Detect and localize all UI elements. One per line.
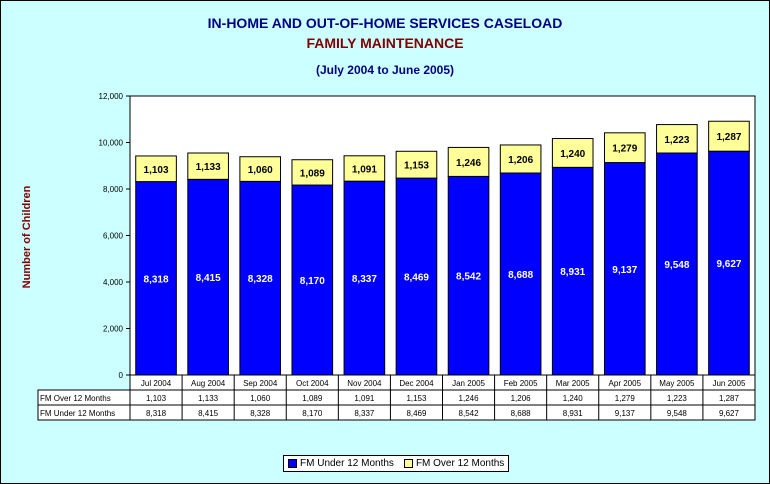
table-cell: 1,103 [146,394,167,403]
data-label-over: 1,089 [300,168,325,179]
bar-under-12-months [551,166,594,376]
table-cell: 8,415 [198,409,219,418]
data-label-over: 1,153 [404,161,429,172]
bar-over-12-months [135,155,177,183]
table-cell: 8,328 [250,409,271,418]
table-cell: 1,240 [563,394,584,403]
x-tick-label: Nov 2004 [347,379,382,388]
table-cell: 1,091 [354,394,375,403]
legend-label-over: FM Over 12 Months [415,458,505,469]
x-tick-label: Mar 2005 [556,379,590,388]
data-label-under: 8,328 [248,274,273,285]
x-tick-label: Jul 2004 [141,379,172,388]
data-label-under: 9,627 [716,259,741,270]
chart-subtitle: FAMILY MAINTENANCE [306,35,464,51]
x-tick-label: May 2005 [659,379,695,388]
chart-title: IN-HOME AND OUT-OF-HOME SERVICES CASELOA… [207,15,563,31]
y-tick-label: 0 [119,371,124,380]
data-label-under: 8,469 [404,273,429,284]
data-label-over: 1,287 [716,132,741,143]
bar-over-12-months [291,159,334,186]
data-label-under: 8,318 [144,274,169,285]
bar-under-12-months [499,172,542,376]
table-cell: 1,246 [459,394,480,403]
bar-under-12-months [708,150,750,376]
table-cell: 9,627 [719,409,740,418]
data-label-under: 8,542 [456,272,481,283]
y-tick-label: 12,000 [99,92,124,101]
data-label-under: 9,137 [612,265,637,276]
x-tick-label: Aug 2004 [191,379,226,388]
bar-over-12-months [187,152,229,180]
x-tick-label: Jun 2005 [712,379,745,388]
table-cell: 8,170 [302,409,323,418]
x-tick-label: Dec 2004 [399,379,434,388]
bar-over-12-months [656,124,698,154]
table-cell: 1,223 [667,394,688,403]
data-label-under: 8,337 [352,274,377,285]
bar-over-12-months [708,120,750,152]
table-row-label: FM Under 12 Months [40,409,115,418]
table-cell: 8,469 [406,409,427,418]
data-label-under: 8,931 [560,267,585,278]
x-tick-label: Jan 2005 [452,379,485,388]
data-label-over: 1,279 [612,144,637,155]
legend-swatch-over [403,459,413,468]
table-cell: 8,318 [146,409,167,418]
y-tick-label: 2,000 [103,325,124,334]
table-cell: 1,089 [302,394,323,403]
table-cell: 9,548 [667,409,688,418]
data-label-over: 1,206 [508,155,533,166]
data-label-over: 1,246 [456,158,481,169]
bar-over-12-months [343,155,386,182]
bar-over-12-months [603,132,646,164]
x-tick-label: Sep 2004 [243,379,278,388]
data-label-over: 1,103 [144,165,169,176]
table-cell: 8,688 [511,409,532,418]
bar-over-12-months [447,146,490,177]
table-cell: 1,133 [198,394,219,403]
bar-under-12-months [239,180,282,376]
table-cell: 1,153 [406,394,427,403]
x-tick-label: Feb 2005 [504,379,538,388]
table-cell: 8,337 [354,409,375,418]
x-tick-label: Apr 2005 [609,379,642,388]
data-label-under: 8,415 [196,273,221,284]
x-tick-label: Oct 2004 [296,379,329,388]
legend-item-over: FM Over 12 Months [403,458,505,469]
legend-label-under: FM Under 12 Months [300,458,394,469]
table-cell: 1,206 [511,394,532,403]
bar-under-12-months [656,152,698,376]
table-cell: 8,931 [563,409,584,418]
legend-swatch-under [288,459,297,468]
data-label-under: 9,548 [664,260,689,271]
table-cell: 9,137 [615,409,636,418]
table-row-label: FM Over 12 Months [40,394,111,403]
legend-item-under: FM Under 12 Months [288,458,394,469]
data-label-over: 1,060 [248,165,273,176]
table-cell: 1,060 [250,394,271,403]
table-cell: 1,279 [615,394,636,403]
bar-over-12-months [551,138,594,168]
table-cell: 8,542 [459,409,480,418]
y-tick-label: 10,000 [99,139,124,148]
legend: FM Under 12 Months FM Over 12 Months [283,455,510,472]
data-label-under: 8,688 [508,270,533,281]
table-cell: 1,287 [719,394,740,403]
data-label-over: 1,240 [560,149,585,160]
bar-over-12-months [395,150,438,179]
y-tick-label: 6,000 [103,232,124,241]
bar-over-12-months [239,156,282,182]
data-label-under: 8,170 [300,276,325,287]
bar-over-12-months [499,144,542,174]
data-label-over: 1,223 [664,135,689,146]
data-label-over: 1,133 [196,162,221,173]
bar-under-12-months [343,180,386,376]
chart-period: (July 2004 to June 2005) [315,63,455,77]
y-tick-label: 4,000 [103,278,124,287]
y-tick-label: 8,000 [103,185,124,194]
data-label-over: 1,091 [352,164,377,175]
